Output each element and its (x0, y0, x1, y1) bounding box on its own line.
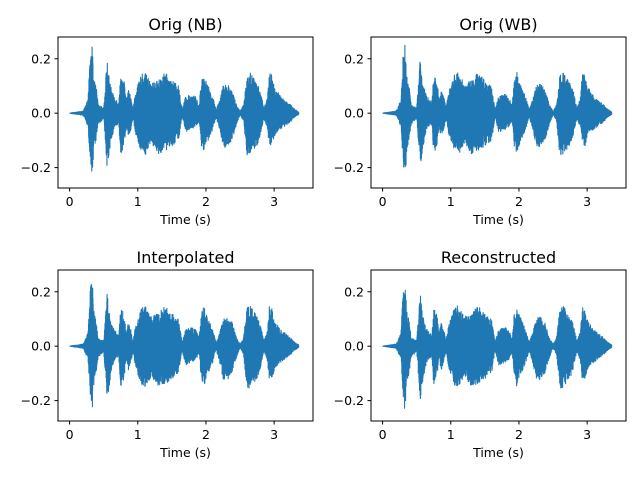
subplot-title: Orig (WB) (459, 15, 537, 34)
x-tick-label: 3 (583, 427, 591, 442)
y-tick-label: 0.2 (31, 51, 51, 66)
axes-frame (57, 36, 314, 189)
axes-frame (370, 269, 627, 422)
x-tick-label: 1 (447, 194, 455, 209)
x-tick-label: 3 (270, 427, 278, 442)
x-axis-label: Time (s) (472, 445, 524, 460)
axes-frame (57, 269, 314, 422)
subplot-3: 0 1 2 3 −0.2 0.0 0.2 Interpolated Time (s) (21, 248, 314, 460)
x-axis-label: Time (s) (159, 212, 211, 227)
x-tick-label: 0 (379, 194, 387, 209)
x-tick-label: 1 (134, 427, 142, 442)
x-tick-label: 3 (270, 194, 278, 209)
waveform-series (382, 289, 613, 409)
x-tick-label: 1 (134, 194, 142, 209)
y-tick-label: 0.2 (344, 51, 364, 66)
x-axis-label: Time (s) (159, 445, 211, 460)
y-tick-label: 0.2 (31, 284, 51, 299)
subplot-title: Orig (NB) (148, 15, 222, 34)
waveform-series (69, 46, 300, 172)
y-tick-label: −0.2 (21, 393, 51, 408)
x-tick-label: 0 (66, 194, 74, 209)
subplot-4: 0 1 2 3 −0.2 0.0 0.2 Reconstructed Time (s) (334, 248, 627, 460)
y-tick-label: 0.2 (344, 284, 364, 299)
y-tick-label: 0.0 (344, 106, 364, 121)
y-tick-label: 0.0 (31, 339, 51, 354)
waveform-series (69, 283, 300, 408)
axes-frame (370, 36, 627, 189)
x-axis-label: Time (s) (472, 212, 524, 227)
y-tick-label: −0.2 (334, 393, 364, 408)
subplot-2: 0 1 2 3 −0.2 0.0 0.2 Orig (WB) Time (s) (334, 15, 627, 227)
x-tick-label: 0 (379, 427, 387, 442)
x-tick-label: 1 (447, 427, 455, 442)
y-tick-label: 0.0 (31, 106, 51, 121)
x-tick-label: 2 (202, 427, 210, 442)
subplot-title: Interpolated (136, 248, 234, 267)
x-tick-label: 0 (66, 427, 74, 442)
x-tick-label: 2 (515, 194, 523, 209)
waveform-series (382, 44, 613, 168)
x-tick-label: 3 (583, 194, 591, 209)
subplot-1: 0 1 2 3 −0.2 0.0 0.2 Orig (NB) Time (s) (21, 15, 314, 227)
subplot-title: Reconstructed (441, 248, 556, 267)
y-tick-label: 0.0 (344, 339, 364, 354)
y-tick-label: −0.2 (334, 160, 364, 175)
x-tick-label: 2 (202, 194, 210, 209)
y-tick-label: −0.2 (21, 160, 51, 175)
x-tick-label: 2 (515, 427, 523, 442)
